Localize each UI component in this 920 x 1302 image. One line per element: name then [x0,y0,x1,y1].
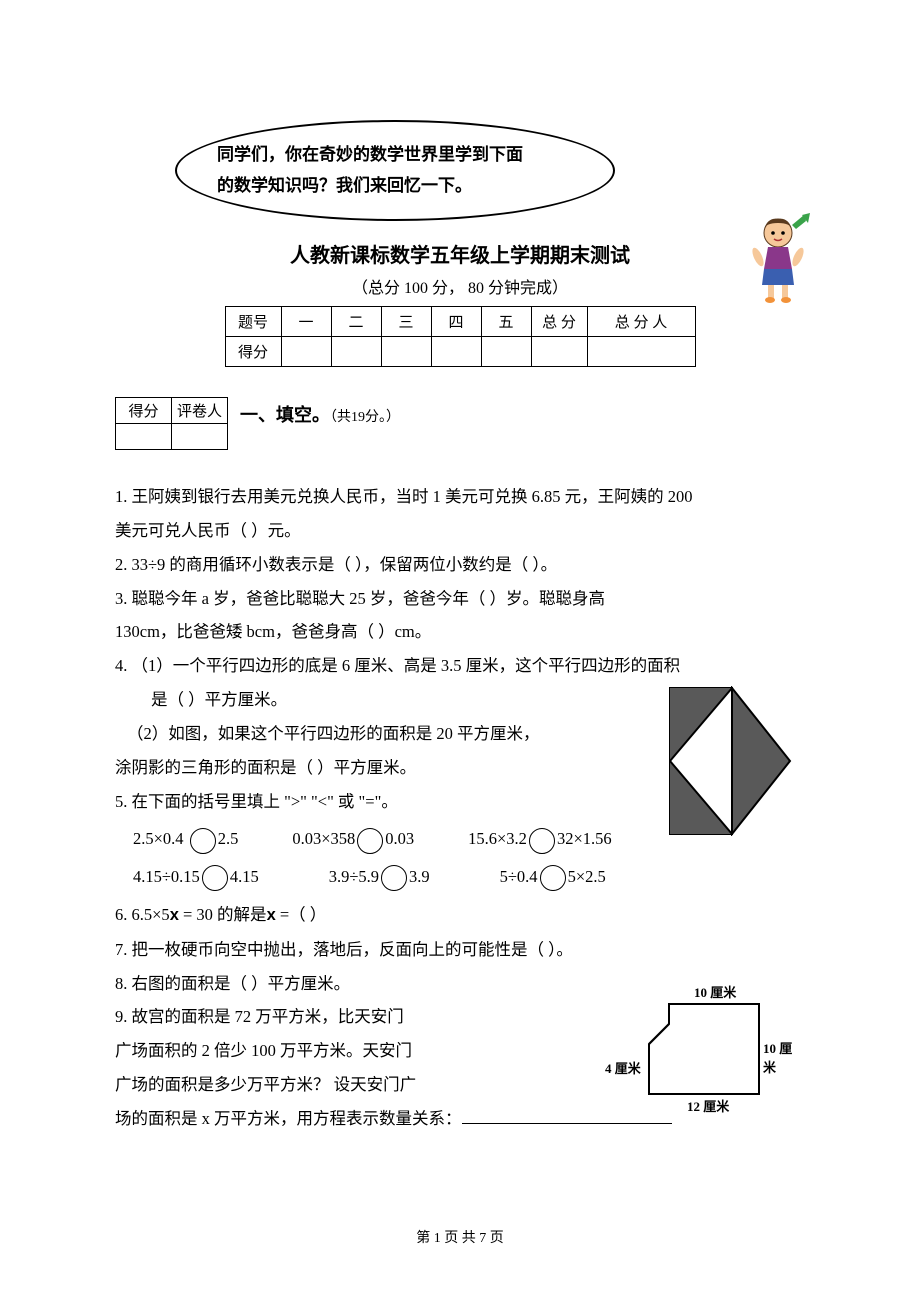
q5-right: 32×1.56 [557,829,612,848]
speech-bubble: 同学们，你在奇妙的数学世界里学到下面 的数学知识吗？我们来回忆一下。 [175,120,615,221]
cell-blank [172,424,228,450]
compare-circle[interactable] [381,865,407,891]
compare-circle[interactable] [529,828,555,854]
table-row: 题号 一 二 三 四 五 总 分 总 分 人 [225,307,695,337]
cell-blank [431,337,481,367]
grader-table: 得分 评卷人 [115,397,228,450]
q5-right: 5×2.5 [568,867,606,886]
q3-line1: 3. 聪聪今年 a 岁，爸爸比聪聪大 25 岁，爸爸今年（ ）岁。聪聪身高 [115,582,805,616]
q1-line2: 美元可兑人民币（ ）元。 [115,514,805,548]
bubble-line2: 的数学知识吗？我们来回忆一下。 [217,176,472,195]
q5-left: 15.6×3.2 [468,829,527,848]
q6: 6. 6.5×5x = 30 的解是x =（ ） [115,898,805,933]
section-title: 一、填空。（共19分。） [240,397,400,427]
q5-left: 2.5×0.4 [133,829,184,848]
q5-right: 4.15 [230,867,259,886]
parallelogram-figure [668,686,792,836]
section-1-header: 得分 评卷人 一、填空。（共19分。） [115,397,805,450]
q5-item: 4.15÷0.15 4.15 [133,860,259,894]
q5-item: 0.03×358 0.03 [292,822,414,856]
q1-line1: 1. 王阿姨到银行去用美元兑换人民币，当时 1 美元可兑换 6.85 元，王阿姨… [115,480,805,514]
score-table-wrap: 题号 一 二 三 四 五 总 分 总 分 人 得分 [115,306,805,367]
bubble-body: 同学们，你在奇妙的数学世界里学到下面 的数学知识吗？我们来回忆一下。 [175,120,615,221]
score-table: 题号 一 二 三 四 五 总 分 总 分 人 得分 [225,306,696,367]
page-footer: 第 1 页 共 7 页 [0,1227,920,1247]
cell-blank [531,337,587,367]
cell-blank [381,337,431,367]
variable-x: x [170,906,179,924]
cell: 评卷人 [172,398,228,424]
cell-blank [116,424,172,450]
fig-label-bottom: 12 厘米 [687,1096,729,1115]
fig-label-left: 4 厘米 [605,1058,641,1077]
q5-item: 15.6×3.2 32×1.56 [468,822,612,856]
q6-part-c: =（ ） [276,905,327,924]
cell: 得分 [116,398,172,424]
q5-item: 2.5×0.4 2.5 [133,822,238,856]
cell: 五 [481,307,531,337]
bubble-line1: 同学们，你在奇妙的数学世界里学到下面 [217,145,523,164]
cell: 三 [381,307,431,337]
cell: 总 分 [531,307,587,337]
cell-blank [331,337,381,367]
compare-circle[interactable] [540,865,566,891]
q5-left: 4.15÷0.15 [133,867,200,886]
trapezoid-figure: 10 厘米 10 厘米 4 厘米 12 厘米 [599,984,804,1114]
q7: 7. 把一枚硬币向空中抛出，落地后，反面向上的可能性是（ ）。 [115,933,805,967]
q5-left: 0.03×358 [292,829,355,848]
mascot-icon [744,213,812,303]
cell-blank [281,337,331,367]
cell: 二 [331,307,381,337]
section-title-text: 一、填空。 [240,405,330,425]
q9-text: 场的面积是 x 万平方米，用方程表示数量关系： [115,1109,462,1128]
cell-blank [587,337,695,367]
q6-part-b: = 30 的解是 [179,905,267,924]
q2: 2. 33÷9 的商用循环小数表示是（ ），保留两位小数约是（ ）。 [115,548,805,582]
fig-label-right: 10 厘米 [763,1038,804,1076]
cell: 四 [431,307,481,337]
cell-header: 得分 [225,337,281,367]
q3-line2: 130cm，比爸爸矮 bcm，爸爸身高（ ）cm。 [115,615,805,649]
page-subtitle: （总分 100 分， 80 分钟完成） [115,274,805,298]
q6-part-a: 6. 6.5×5 [115,905,170,924]
cell-blank [481,337,531,367]
q5-row2: 4.15÷0.15 4.15 3.9÷5.9 3.9 5÷0.4 5×2.5 [115,860,805,894]
q5-right: 0.03 [385,829,414,848]
q5-item: 5÷0.4 5×2.5 [500,860,606,894]
q5-right: 2.5 [218,829,239,848]
q4-line1: 4. （1）一个平行四边形的底是 6 厘米、高是 3.5 厘米，这个平行四边形的… [115,649,805,683]
page-title: 人教新课标数学五年级上学期期末测试 [115,239,805,268]
q5-left: 5÷0.4 [500,867,538,886]
q5-left: 3.9÷5.9 [329,867,379,886]
section-subtitle: （共19分。） [330,410,400,425]
compare-circle[interactable] [357,828,383,854]
q5-right: 3.9 [409,867,430,886]
compare-circle[interactable] [202,865,228,891]
table-row: 得分 评卷人 [116,398,228,424]
q5-item: 3.9÷5.9 3.9 [329,860,430,894]
table-row [116,424,228,450]
fig-label-top: 10 厘米 [694,982,736,1001]
cell: 一 [281,307,331,337]
cell: 总 分 人 [587,307,695,337]
compare-circle[interactable] [190,828,216,854]
cell-header: 题号 [225,307,281,337]
variable-x: x [267,906,276,924]
table-row: 得分 [225,337,695,367]
